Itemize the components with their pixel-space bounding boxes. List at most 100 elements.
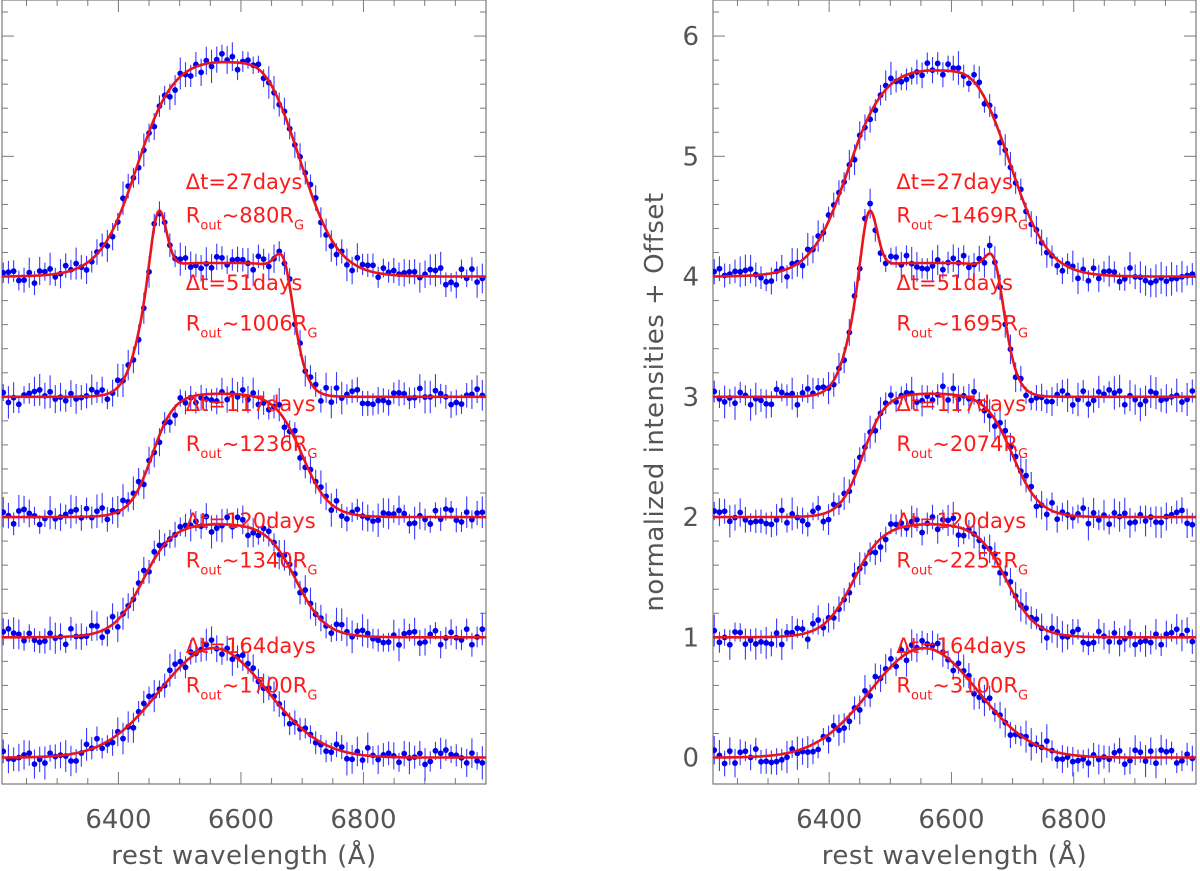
data-point <box>21 506 27 513</box>
data-point <box>799 390 806 396</box>
data-point <box>281 424 288 431</box>
data-point <box>187 73 194 79</box>
data-point <box>1168 747 1175 754</box>
data-point <box>401 510 408 517</box>
data-point <box>36 268 43 274</box>
data-point <box>726 641 733 648</box>
data-point <box>810 748 816 755</box>
data-point <box>208 264 215 271</box>
data-point <box>68 508 74 515</box>
data-point <box>31 637 38 644</box>
data-point <box>234 514 241 521</box>
r-out-label: Rout~1340RG <box>186 549 318 579</box>
data-point <box>156 542 163 549</box>
data-point <box>166 93 173 100</box>
data-point <box>406 629 413 636</box>
data-point <box>825 736 832 743</box>
data-point <box>924 265 931 272</box>
delta-t-label: Δt=27days <box>896 170 1012 194</box>
data-point <box>1153 631 1159 638</box>
data-point <box>370 518 376 525</box>
data-point <box>286 720 293 727</box>
data-point <box>469 750 475 757</box>
data-point <box>15 631 22 638</box>
data-point <box>763 278 770 285</box>
data-point <box>1049 499 1055 506</box>
data-point <box>1153 519 1159 526</box>
data-point <box>794 401 801 408</box>
data-point <box>479 509 486 516</box>
r-out-label: Rout~1700RG <box>186 674 318 704</box>
data-point <box>62 397 69 404</box>
data-point <box>219 50 225 57</box>
data-point <box>187 264 194 270</box>
data-point <box>778 756 785 763</box>
data-point <box>1069 629 1076 635</box>
data-point <box>1085 640 1092 647</box>
data-point <box>763 400 770 407</box>
data-point <box>458 266 465 273</box>
data-point <box>1142 758 1149 764</box>
data-point <box>945 517 951 524</box>
data-point <box>26 750 33 757</box>
data-point <box>846 718 853 725</box>
data-point <box>789 390 796 397</box>
data-point <box>469 266 475 272</box>
data-point <box>768 759 775 766</box>
x-tick-label: 6400 <box>796 805 862 835</box>
data-point <box>732 268 738 275</box>
data-point <box>929 397 936 403</box>
data-point <box>68 625 74 632</box>
data-point <box>1090 510 1097 516</box>
data-point <box>747 266 754 272</box>
data-point <box>120 497 126 504</box>
data-point <box>479 759 486 766</box>
data-point <box>1085 760 1092 766</box>
data-point <box>939 383 946 390</box>
data-point <box>390 511 397 517</box>
data-point <box>255 401 262 408</box>
data-point <box>773 516 780 523</box>
data-point <box>1184 751 1191 758</box>
series-3 <box>713 501 1196 661</box>
data-point <box>1173 509 1180 516</box>
data-point <box>1153 760 1159 767</box>
y-tick-label: 0 <box>682 744 699 774</box>
data-point <box>1116 388 1123 394</box>
data-point <box>804 521 811 528</box>
data-point <box>99 634 106 641</box>
data-point <box>104 516 111 523</box>
data-point <box>737 629 744 636</box>
data-point <box>15 401 22 408</box>
data-point <box>934 257 941 263</box>
data-point <box>763 520 770 527</box>
data-point <box>203 641 210 648</box>
delta-t-label: Δt=120days <box>896 509 1026 533</box>
data-point <box>1043 635 1050 641</box>
data-point <box>458 519 465 525</box>
data-point <box>448 751 454 758</box>
data-point <box>815 617 822 623</box>
data-point <box>1173 760 1180 766</box>
data-point <box>385 750 392 757</box>
data-point <box>742 748 749 755</box>
data-point <box>265 263 272 270</box>
data-point <box>1080 388 1087 395</box>
data-point <box>276 401 283 408</box>
data-point <box>986 695 993 702</box>
data-point <box>432 267 439 274</box>
data-point <box>213 253 220 260</box>
data-point <box>1153 278 1159 284</box>
data-point <box>396 641 402 648</box>
data-point <box>939 266 946 273</box>
data-point <box>375 274 382 281</box>
data-point <box>981 259 988 266</box>
data-point <box>193 399 199 406</box>
data-point <box>2 389 7 396</box>
data-point <box>349 388 356 395</box>
data-point <box>1095 517 1102 523</box>
y-tick-label: 4 <box>682 263 699 293</box>
data-point <box>1147 279 1154 286</box>
data-point <box>784 519 790 526</box>
data-point <box>939 516 946 523</box>
